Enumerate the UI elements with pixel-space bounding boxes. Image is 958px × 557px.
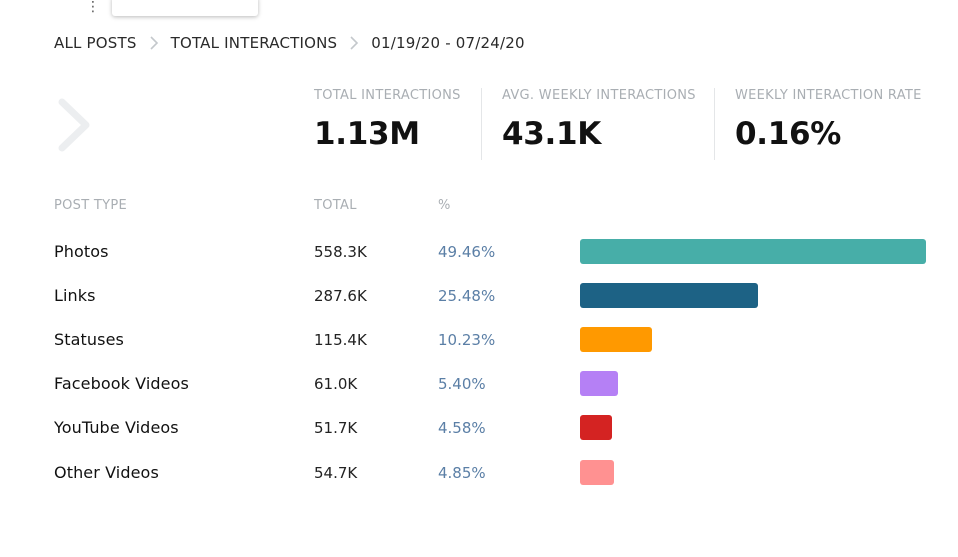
chevron-right-icon [342,33,366,53]
percent-cell: 10.23% [438,331,496,349]
vertical-ellipsis-icon[interactable]: ⋮ [86,0,100,15]
breadcrumb-total-interactions[interactable]: TOTAL INTERACTIONS [170,34,338,52]
post-type-cell: Statuses [54,330,124,349]
date-range[interactable]: 01/19/20 - 07/24/20 [371,34,525,52]
table-row[interactable]: Facebook Videos 61.0K 5.40% [0,370,958,398]
total-cell: 61.0K [314,375,358,393]
percent-cell: 4.85% [438,464,486,482]
post-type-cell: YouTube Videos [54,418,179,437]
kpi-label: AVG. WEEKLY INTERACTIONS [502,88,696,103]
total-cell: 287.6K [314,287,367,305]
chevron-right-icon [142,33,166,53]
total-cell: 558.3K [314,243,367,261]
share-bar [580,460,614,485]
column-header-total: TOTAL [314,198,357,213]
dropdown-card [112,0,258,16]
kpi-avg-weekly-interactions: AVG. WEEKLY INTERACTIONS 43.1K [502,88,696,160]
percent-cell: 25.48% [438,287,496,305]
table-row[interactable]: Photos 558.3K 49.46% [0,238,958,266]
post-type-cell: Links [54,286,96,305]
column-header-post-type: POST TYPE [54,198,128,213]
kpi-value: 0.16% [735,116,842,152]
percent-cell: 49.46% [438,243,496,261]
post-type-cell: Other Videos [54,463,159,482]
kpi-label: TOTAL INTERACTIONS [314,88,461,103]
kpi-total-interactions: TOTAL INTERACTIONS 1.13M [314,88,461,160]
total-cell: 51.7K [314,419,358,437]
total-cell: 115.4K [314,331,367,349]
column-header-percent: % [438,198,451,213]
table-row[interactable]: YouTube Videos 51.7K 4.58% [0,414,958,442]
chevron-right-icon[interactable] [56,98,92,152]
total-cell: 54.7K [314,464,358,482]
kpi-value: 43.1K [502,116,602,152]
table-row[interactable]: Statuses 115.4K 10.23% [0,326,958,354]
share-bar [580,283,758,308]
table-row[interactable]: Other Videos 54.7K 4.85% [0,459,958,487]
table-row[interactable]: Links 287.6K 25.48% [0,282,958,310]
share-bar [580,415,612,440]
post-type-cell: Photos [54,242,109,261]
share-bar [580,327,652,352]
kpi-divider [714,88,715,160]
share-bar [580,239,926,264]
kpi-value: 1.13M [314,116,420,152]
breadcrumb: ALL POSTS TOTAL INTERACTIONS 01/19/20 - … [54,33,525,53]
percent-cell: 4.58% [438,419,486,437]
share-bar [580,371,618,396]
kpi-divider [481,88,482,160]
kpi-weekly-interaction-rate: WEEKLY INTERACTION RATE 0.16% [735,88,922,160]
kpi-label: WEEKLY INTERACTION RATE [735,88,922,103]
post-type-cell: Facebook Videos [54,374,189,393]
percent-cell: 5.40% [438,375,486,393]
breadcrumb-all-posts[interactable]: ALL POSTS [54,34,137,52]
